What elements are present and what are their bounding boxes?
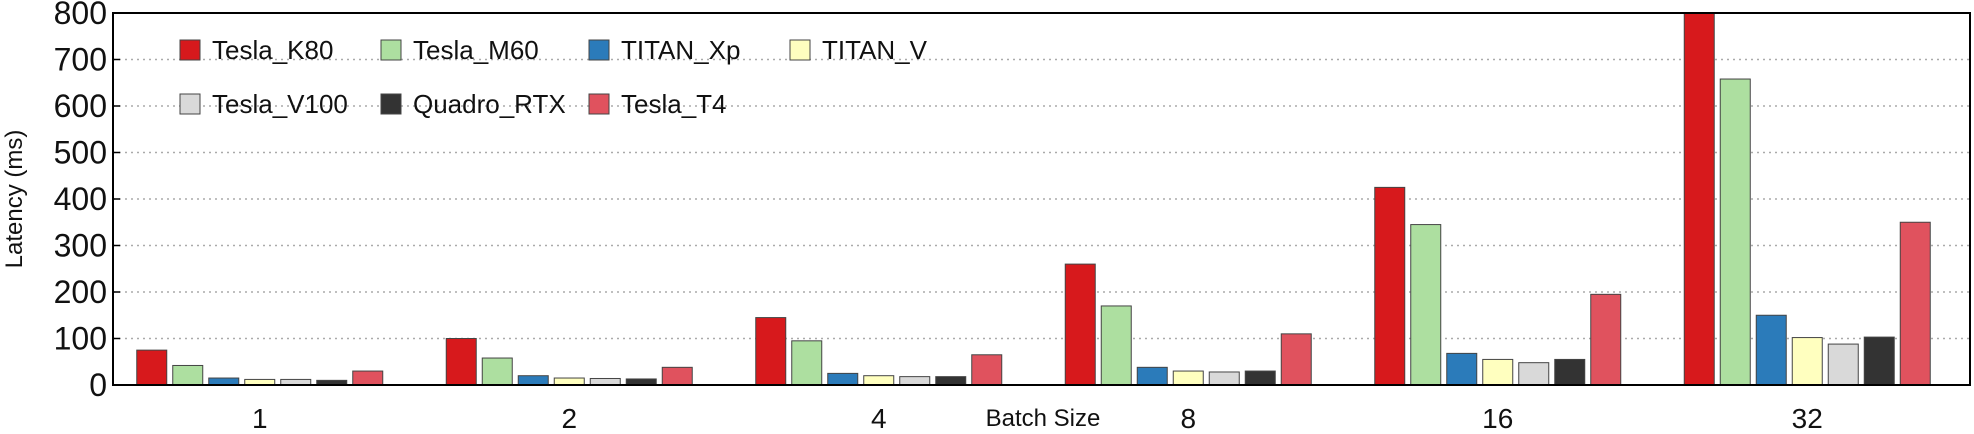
x-axis-ticks: 1 2 4 8 16 32 [252,403,1823,434]
legend-label: TITAN_V [822,35,928,65]
y-tick-label: 0 [89,367,107,403]
bar-tesla-m60-8 [1100,305,1132,386]
x-tick-label: 32 [1792,403,1823,434]
legend-swatch-tesla-k80 [179,39,201,61]
bar-tesla-v100-4 [899,376,931,386]
bar-tesla-m60-32 [1719,78,1751,386]
y-tick-label: 200 [54,274,107,310]
bar-tesla-k80-2 [445,338,477,386]
bar-tesla-t4-2 [661,366,693,386]
bar-quadro-rtx-8 [1244,370,1276,386]
y-tick-label: 400 [54,181,107,217]
bar-titan-xp-16 [1446,352,1478,386]
x-tick-label: 8 [1180,403,1196,434]
legend: Tesla_K80 Tesla_M60 TITAN_Xp TITAN_V Tesla_V… [179,35,928,119]
legend-swatch-titan-xp [588,39,610,61]
bar-tesla-m60-16 [1410,224,1442,386]
y-tick-label: 300 [54,228,107,264]
bar-titan-xp-2 [517,375,549,386]
bars [136,12,1931,386]
legend-swatch-tesla-m60 [380,39,402,61]
legend-label: Tesla_K80 [212,35,333,65]
bar-tesla-k80-8 [1064,263,1096,386]
bar-tesla-t4-1 [352,370,384,386]
x-tick-label: 2 [561,403,577,434]
legend-label: Tesla_M60 [413,35,539,65]
bar-titan-xp-8 [1136,366,1168,386]
bar-quadro-rtx-4 [935,376,967,386]
y-tick-label: 800 [54,0,107,31]
bar-titan-xp-1 [208,377,240,386]
legend-label: Tesla_T4 [621,89,727,119]
bar-tesla-t4-8 [1280,333,1312,386]
y-tick-label: 500 [54,135,107,171]
bar-tesla-k80-1 [136,349,168,386]
x-tick-label: 4 [871,403,887,434]
legend-label: TITAN_Xp [621,35,740,65]
legend-label: Tesla_V100 [212,89,348,119]
legend-swatch-tesla-t4 [588,93,610,115]
x-axis-label: Batch Size [986,405,1101,432]
bar-titan-v-16 [1482,358,1514,386]
x-tick-label: 1 [252,403,268,434]
bar-titan-xp-32 [1755,314,1787,386]
bar-titan-v-4 [863,375,895,386]
bar-tesla-k80-4 [755,317,787,386]
y-axis-label: Latency (ms) [1,130,28,269]
bar-titan-xp-4 [827,372,859,386]
bar-titan-v-2 [553,377,585,386]
bar-titan-v-32 [1791,337,1823,386]
bar-tesla-m60-2 [481,357,513,386]
bar-quadro-rtx-16 [1554,358,1586,386]
legend-swatch-titan-v [789,39,811,61]
bar-tesla-t4-4 [971,354,1003,386]
y-axis-ticks: 0 100 200 300 400 500 600 700 800 [54,0,120,403]
y-tick-label: 600 [54,88,107,124]
legend-swatch-tesla-v100 [179,93,201,115]
bar-tesla-m60-1 [172,364,204,386]
y-tick-label: 100 [54,321,107,357]
x-tick-label: 16 [1482,403,1513,434]
bar-tesla-v100-8 [1208,371,1240,386]
bar-tesla-t4-32 [1899,221,1931,386]
legend-swatch-quadro-rtx [380,93,402,115]
bar-tesla-t4-16 [1590,293,1622,386]
bar-titan-v-8 [1172,370,1204,386]
bar-tesla-m60-4 [791,340,823,386]
y-tick-label: 700 [54,42,107,78]
bar-tesla-v100-32 [1827,343,1859,386]
bar-tesla-k80-32 [1683,12,1715,386]
bar-tesla-k80-16 [1374,186,1406,386]
bar-tesla-v100-16 [1518,362,1550,386]
bar-quadro-rtx-32 [1863,336,1895,386]
legend-label: Quadro_RTX [413,89,566,119]
